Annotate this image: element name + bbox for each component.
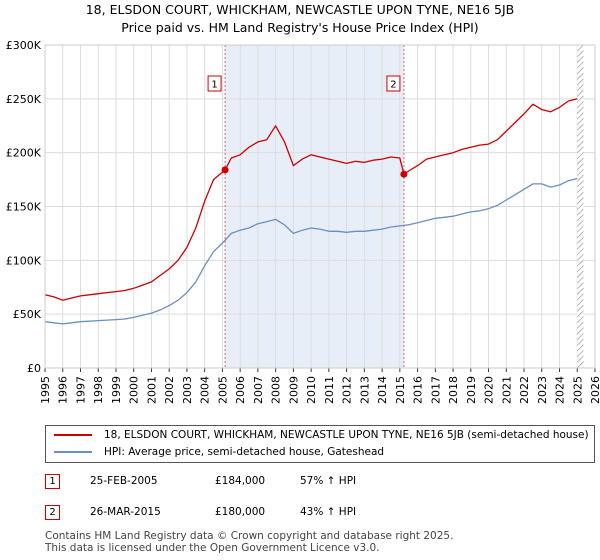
legend-swatch-property xyxy=(54,434,92,436)
legend-label-property: 18, ELSDON COURT, WHICKHAM, NEWCASTLE UP… xyxy=(104,429,589,441)
legend-label-hpi: HPI: Average price, semi-detached house,… xyxy=(104,446,384,458)
y-tick-label: £250K xyxy=(6,93,42,106)
x-tick-label: 1995 xyxy=(39,376,52,404)
x-tick-label: 2008 xyxy=(270,376,283,404)
x-tick-label: 1997 xyxy=(74,376,87,404)
sale-marker-label: 2 xyxy=(390,80,396,91)
x-tick-label: 2015 xyxy=(394,376,407,404)
x-tick-label: 2002 xyxy=(163,376,176,404)
sale-number-badge: 2 xyxy=(45,505,60,520)
sale-number-badge: 1 xyxy=(45,474,60,489)
y-axis: £0 £50K £100K £150K £200K £250K £300K xyxy=(6,39,42,375)
x-tick-label: 2018 xyxy=(447,376,460,404)
legend: 18, ELSDON COURT, WHICKHAM, NEWCASTLE UP… xyxy=(45,425,595,463)
x-tick-label: 2024 xyxy=(554,376,567,404)
y-tick-label: £300K xyxy=(6,39,42,52)
legend-swatch-hpi xyxy=(54,451,92,453)
x-tick-label: 2025 xyxy=(571,376,584,404)
x-tick-label: 2019 xyxy=(465,376,478,404)
chart-title-line2: Price paid vs. HM Land Registry's House … xyxy=(0,20,600,35)
sale-point xyxy=(222,166,229,173)
x-tick-label: 2001 xyxy=(145,376,158,404)
x-tick-label: 2021 xyxy=(500,376,513,404)
sale-date: 25-FEB-2005 xyxy=(90,475,158,487)
y-tick-label: £100K xyxy=(6,254,42,267)
y-tick-label: £0 xyxy=(27,362,41,375)
sale-point xyxy=(400,171,407,178)
x-tick-label: 2007 xyxy=(252,376,265,404)
y-tick-label: £150K xyxy=(6,201,42,214)
x-tick-label: 2004 xyxy=(199,376,212,404)
x-tick-label: 2013 xyxy=(358,376,371,404)
sale-marker-label: 1 xyxy=(211,80,217,91)
sale-price: £184,000 xyxy=(215,475,265,487)
x-tick-label: 2017 xyxy=(429,376,442,404)
x-axis: 1995 1996 1997 1998 1999 2000 2001 2002 2003 2004… xyxy=(39,368,600,404)
x-tick-label: 2023 xyxy=(536,376,549,404)
x-tick-label: 2010 xyxy=(305,376,318,404)
x-tick-label: 2014 xyxy=(376,376,389,404)
future-hatch-region xyxy=(577,45,583,368)
x-tick-label: 2000 xyxy=(128,376,141,404)
x-tick-label: 2012 xyxy=(341,376,354,404)
chart-title-line1: 18, ELSDON COURT, WHICKHAM, NEWCASTLE UP… xyxy=(0,2,600,17)
footer-copyright: Contains HM Land Registry data © Crown c… xyxy=(45,530,453,542)
x-tick-label: 2011 xyxy=(323,376,336,404)
x-tick-label: 2006 xyxy=(234,376,247,404)
x-tick-label: 2020 xyxy=(483,376,496,404)
x-tick-label: 2003 xyxy=(181,376,194,404)
sale-date: 26-MAR-2015 xyxy=(90,506,161,518)
x-tick-label: 1999 xyxy=(110,376,123,404)
legend-item-property: 18, ELSDON COURT, WHICKHAM, NEWCASTLE UP… xyxy=(54,429,589,441)
sale-price: £180,000 xyxy=(215,506,265,518)
x-tick-label: 2022 xyxy=(518,376,531,404)
footer-licence: This data is licensed under the Open Gov… xyxy=(45,542,380,554)
x-tick-label: 2026 xyxy=(589,376,600,404)
y-tick-label: £50K xyxy=(13,308,42,321)
y-tick-label: £200K xyxy=(6,147,42,160)
x-tick-label: 1998 xyxy=(92,376,105,404)
legend-item-hpi: HPI: Average price, semi-detached house,… xyxy=(54,446,384,458)
sale-hpi-change: 43% ↑ HPI xyxy=(300,506,356,518)
x-tick-label: 2005 xyxy=(216,376,229,404)
x-tick-label: 2016 xyxy=(412,376,425,404)
x-tick-label: 2009 xyxy=(287,376,300,404)
x-tick-label: 1996 xyxy=(57,376,70,404)
sale-hpi-change: 57% ↑ HPI xyxy=(300,475,356,487)
